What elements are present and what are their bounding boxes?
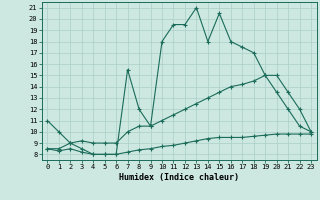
X-axis label: Humidex (Indice chaleur): Humidex (Indice chaleur) <box>119 173 239 182</box>
